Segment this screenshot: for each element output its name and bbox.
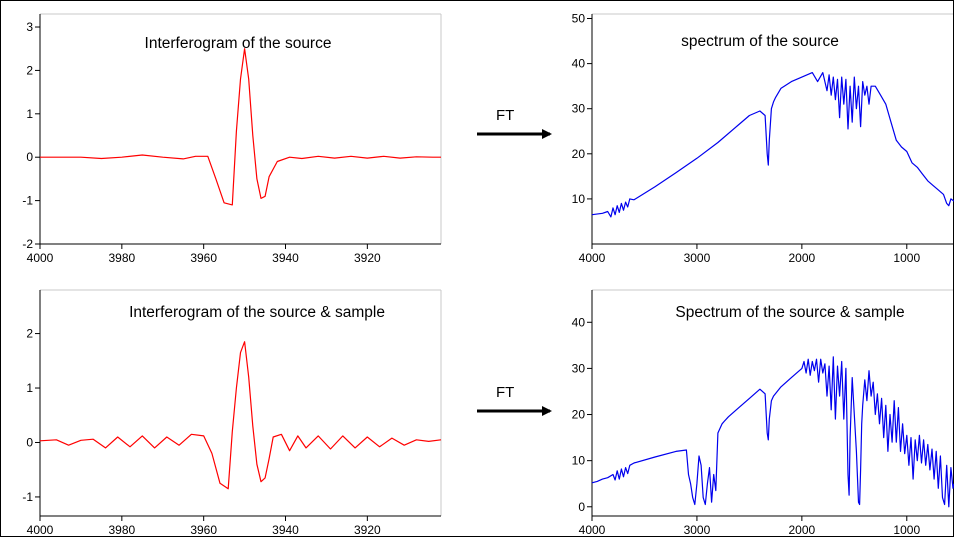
x-tick-label: 3000 xyxy=(684,251,711,265)
x-tick-label: 3960 xyxy=(190,251,217,265)
y-tick-label: 1 xyxy=(26,107,33,121)
ft-arrow-top: FT xyxy=(477,107,552,139)
y-tick-label: 2 xyxy=(26,63,33,77)
x-tick-label: 4000 xyxy=(27,523,54,537)
spectrum-source-chart: 10 20 30 40 50 4000 3000 2000 1000 spectrum of th… xyxy=(572,12,954,265)
y-tick-label: -2 xyxy=(22,237,33,251)
y-tick-label: 30 xyxy=(572,102,586,116)
x-tick-label: 3980 xyxy=(108,523,135,537)
ft-label: FT xyxy=(496,107,514,124)
y-tick-label: 20 xyxy=(572,147,586,161)
ft-label: FT xyxy=(496,384,514,401)
series-line xyxy=(39,341,442,490)
y-tick-label: 1 xyxy=(26,381,33,395)
x-tick-label: 4000 xyxy=(579,251,606,265)
chart-title: Spectrum of the source & sample xyxy=(675,304,904,321)
y-tick-label: 10 xyxy=(572,454,586,468)
y-tick-label: 0 xyxy=(26,150,33,164)
x-tick-label: 2000 xyxy=(789,523,816,537)
x-tick-label: 3000 xyxy=(684,523,711,537)
x-tick-label: 4000 xyxy=(27,251,54,265)
series-line xyxy=(40,48,441,206)
x-tick-label: 2000 xyxy=(789,251,816,265)
interferogram-source-sample-chart: -1 0 1 2 4000 3980 3960 3940 3920 Interferogram o… xyxy=(22,289,442,537)
series-line xyxy=(591,356,954,508)
x-tick-label: 3980 xyxy=(108,251,135,265)
chart-title: Interferogram of the source xyxy=(145,35,332,52)
y-tick-label: 3 xyxy=(26,20,33,34)
x-tick-label: 3940 xyxy=(272,523,299,537)
interferogram-source-chart: -2 -1 0 1 2 3 4000 3980 3960 3940 3920 Interferogra… xyxy=(22,13,442,265)
y-tick-label: 0 xyxy=(578,500,585,514)
chart-title: spectrum of the source xyxy=(681,33,839,50)
y-tick-label: 40 xyxy=(572,315,586,329)
x-tick-label: 3920 xyxy=(354,523,381,537)
y-tick-label: 30 xyxy=(572,361,586,375)
y-tick-label: -1 xyxy=(22,490,33,504)
y-tick-label: 40 xyxy=(572,57,586,71)
chart-title: Interferogram of the source & sample xyxy=(129,304,385,321)
y-tick-label: 2 xyxy=(26,327,33,341)
y-tick-label: 10 xyxy=(572,192,586,206)
x-tick-label: 3940 xyxy=(272,251,299,265)
y-tick-label: 0 xyxy=(26,435,33,449)
ft-arrow-bottom: FT xyxy=(477,384,552,416)
series-line xyxy=(591,71,954,218)
x-tick-label: 3960 xyxy=(190,523,217,537)
y-tick-label: -1 xyxy=(22,194,33,208)
y-tick-label: 20 xyxy=(572,408,586,422)
x-tick-label: 3920 xyxy=(354,251,381,265)
x-tick-label: 4000 xyxy=(579,523,606,537)
x-tick-label: 1000 xyxy=(893,523,920,537)
x-tick-label: 1000 xyxy=(893,251,920,265)
y-tick-label: 50 xyxy=(572,12,586,26)
spectrum-source-sample-chart: 0 10 20 30 40 4000 3000 2000 1000 Spectrum of the… xyxy=(572,289,954,537)
